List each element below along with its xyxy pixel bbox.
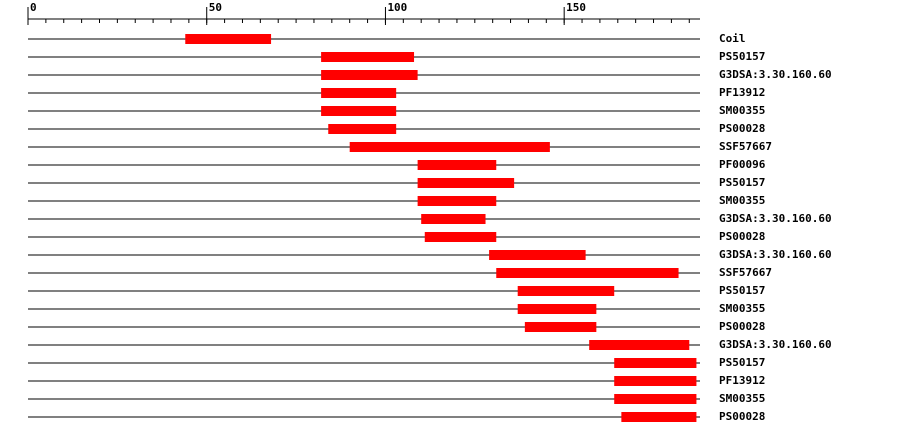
row-label: PF13912 bbox=[719, 374, 765, 387]
row-label: G3DSA:3.30.160.60 bbox=[719, 212, 832, 225]
feature-bar bbox=[417, 160, 497, 170]
feature-bar bbox=[524, 322, 597, 332]
feature-bar bbox=[321, 88, 397, 98]
feature-bar bbox=[517, 304, 597, 314]
row-label: SSF57667 bbox=[719, 266, 772, 279]
feature-bar bbox=[621, 412, 697, 422]
feature-bar bbox=[417, 196, 497, 206]
row-label: Coil bbox=[719, 32, 746, 45]
feature-bar bbox=[321, 70, 418, 80]
row-label: SM00355 bbox=[719, 104, 765, 117]
row-label: PS00028 bbox=[719, 320, 765, 333]
row-label: PS50157 bbox=[719, 284, 765, 297]
row-label: G3DSA:3.30.160.60 bbox=[719, 68, 832, 81]
feature-bar bbox=[424, 232, 497, 242]
row-label: PF00096 bbox=[719, 158, 766, 171]
feature-bar bbox=[421, 214, 486, 224]
row-label: PS50157 bbox=[719, 356, 765, 369]
feature-bar bbox=[185, 34, 272, 44]
row-label: PS00028 bbox=[719, 410, 765, 423]
row-label: PS00028 bbox=[719, 230, 765, 243]
row-label: SM00355 bbox=[719, 302, 765, 315]
feature-bar bbox=[489, 250, 586, 260]
x-tick-label: 50 bbox=[209, 1, 222, 14]
row-label: SM00355 bbox=[719, 392, 765, 405]
feature-bar bbox=[614, 394, 697, 404]
feature-bar bbox=[496, 268, 679, 278]
feature-bar bbox=[589, 340, 690, 350]
x-tick-label: 0 bbox=[30, 1, 37, 14]
row-label: SM00355 bbox=[719, 194, 765, 207]
row-label: G3DSA:3.30.160.60 bbox=[719, 338, 832, 351]
feature-bar bbox=[321, 52, 415, 62]
feature-bar bbox=[328, 124, 397, 134]
row-label: SSF57667 bbox=[719, 140, 772, 153]
row-label: PS50157 bbox=[719, 176, 765, 189]
feature-bar bbox=[614, 376, 697, 386]
row-label: G3DSA:3.30.160.60 bbox=[719, 248, 832, 261]
row-label: PS00028 bbox=[719, 122, 765, 135]
feature-bar bbox=[614, 358, 697, 368]
feature-bar bbox=[517, 286, 615, 296]
x-tick-label: 150 bbox=[566, 1, 586, 14]
feature-bar bbox=[321, 106, 397, 116]
row-label: PF13912 bbox=[719, 86, 765, 99]
feature-bar bbox=[349, 142, 550, 152]
row-label: PS50157 bbox=[719, 50, 765, 63]
feature-bar bbox=[417, 178, 515, 188]
x-tick-label: 100 bbox=[387, 1, 407, 14]
